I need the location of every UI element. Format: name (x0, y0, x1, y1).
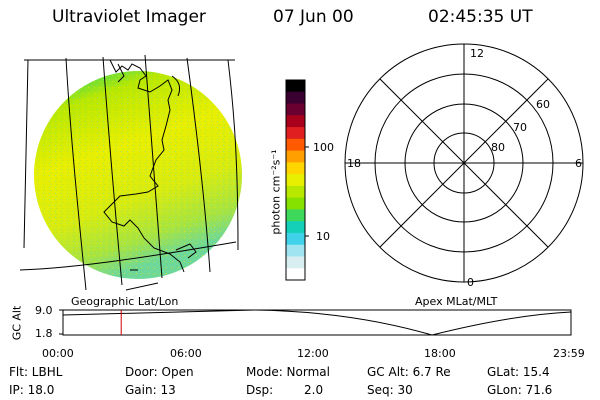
colorbar-cell (286, 244, 305, 258)
altitude-timeline (59, 309, 572, 336)
timeline-axis-label: GC Alt (10, 305, 24, 341)
mode-info: Mode: Normal (246, 365, 330, 379)
colorbar-tick-100: 100 (313, 141, 334, 154)
uv-earth-disk (34, 71, 242, 279)
colorbar-cell (286, 174, 305, 187)
timeline-xtick-1800: 18:00 (424, 347, 456, 360)
geographic-grid (19, 54, 239, 291)
dsp-info-label: Dsp: (246, 383, 274, 397)
timeline-xtick-2359: 23:59 (553, 347, 585, 360)
timeline-xtick-0000: 00:00 (42, 347, 74, 360)
colorbar-cell (286, 115, 305, 128)
mlt-label-18: 18 (347, 157, 361, 170)
colorbar-cell (286, 197, 305, 211)
colorbar-cell (286, 268, 305, 281)
gain-info: Gain: 13 (125, 383, 176, 397)
apex-caption: Apex MLat/MLT (415, 295, 498, 308)
date-label: 07 Jun 00 (273, 7, 354, 27)
coastline-outline (103, 59, 197, 273)
colorbar-cell (286, 138, 305, 152)
dsp-info-value: 2.0 (304, 383, 324, 397)
instrument-title: Ultraviolet Imager (52, 7, 206, 27)
door-info: Door: Open (125, 365, 194, 379)
mlt-label-6: 6 (575, 157, 582, 170)
timeline-ytick-high: 9.0 (35, 304, 53, 317)
glon-info: GLon: 71.6 (487, 383, 553, 397)
flt-info: Flt: LBHL (9, 365, 63, 379)
colorbar-cell (286, 103, 305, 116)
mlat-label-60: 60 (536, 98, 550, 111)
mlt-label-0: 0 (467, 276, 474, 289)
time-label: 02:45:35 UT (428, 7, 533, 27)
colorbar-cell (286, 80, 305, 93)
colorbar-cell (286, 221, 305, 234)
ip-info: IP: 18.0 (9, 383, 55, 397)
glat-info: GLat: 15.4 (487, 365, 550, 379)
colorbar-cell (286, 209, 305, 222)
mlt-label-12: 12 (470, 47, 484, 60)
colorbar-cell (286, 127, 305, 140)
colorbar-unit-label: photon cm⁻²s⁻¹ (269, 149, 283, 235)
timeline-xtick-0600: 06:00 (170, 347, 202, 360)
colorbar-cell (286, 162, 305, 175)
colorbar-cell (286, 232, 305, 246)
mlat-label-80: 80 (491, 141, 505, 154)
colorbar-cell (286, 150, 305, 163)
geographic-caption: Geographic Lat/Lon (71, 295, 179, 308)
timeline-ytick-low: 1.8 (35, 327, 53, 340)
mlat-label-70: 70 (513, 121, 527, 134)
polar-grid (344, 43, 584, 283)
colorbar-cell (286, 185, 305, 199)
colorbar (285, 79, 309, 281)
seq-info: Seq: 30 (367, 383, 413, 397)
colorbar-cell (286, 91, 305, 105)
gc-alt-info: GC Alt: 6.7 Re (367, 365, 451, 379)
timeline-xtick-1200: 12:00 (297, 347, 329, 360)
colorbar-tick-10: 10 (316, 230, 330, 243)
colorbar-cell (286, 256, 305, 269)
